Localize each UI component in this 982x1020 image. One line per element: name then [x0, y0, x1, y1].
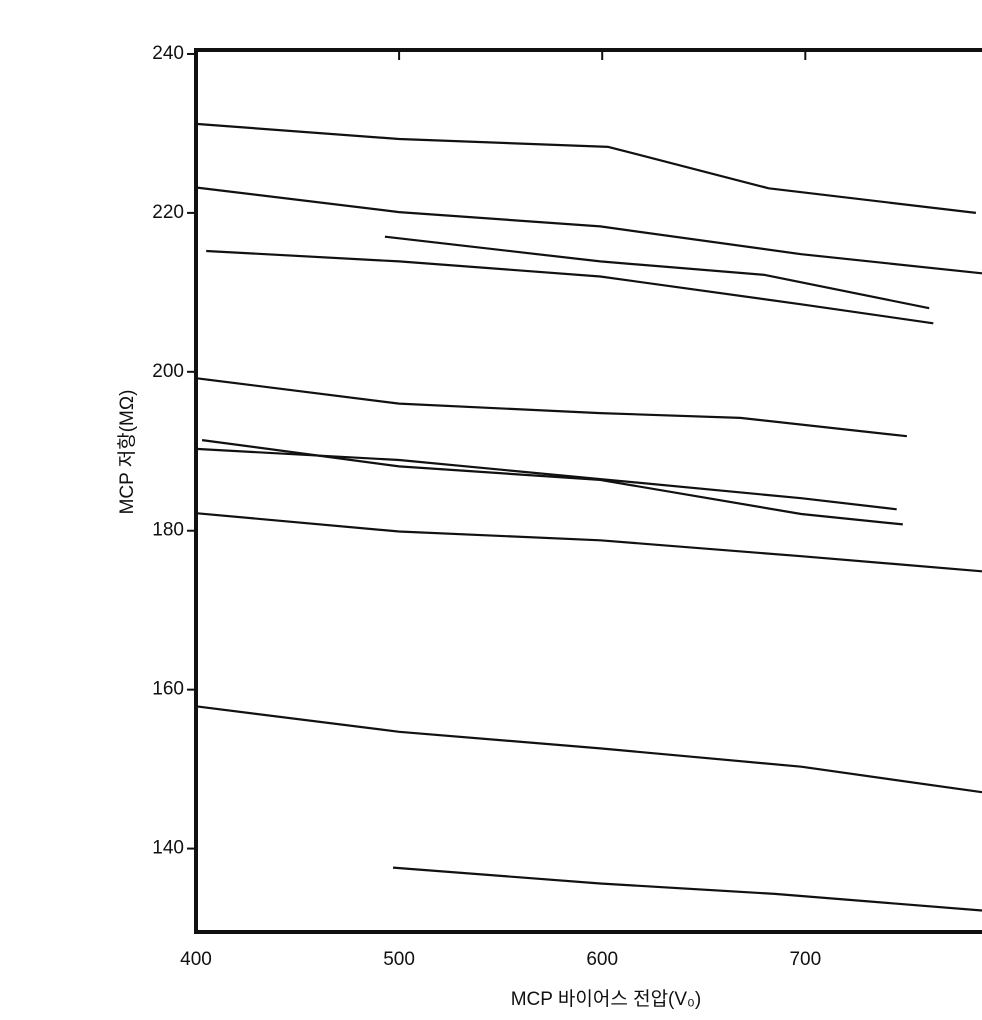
data-line	[195, 377, 908, 438]
data-line	[384, 235, 930, 310]
data-line	[195, 705, 982, 794]
data-line	[195, 512, 982, 573]
y-axis-label: MCP 저항(MΩ)	[116, 390, 138, 515]
x-tick-label: 400	[180, 949, 212, 970]
data-line	[195, 186, 982, 275]
data-line	[195, 122, 977, 214]
data-line	[206, 249, 934, 325]
y-tick-label: 200	[152, 361, 184, 382]
x-axis-label: MCP 바이어스 전압(V₀)	[511, 988, 702, 1010]
y-tick-label: 160	[152, 679, 184, 700]
y-tick-label: 240	[152, 43, 184, 64]
y-tick-label: 180	[152, 520, 184, 541]
x-tick-label: 700	[789, 949, 821, 970]
x-tick-label: 600	[586, 949, 618, 970]
y-tick-label: 220	[152, 202, 184, 223]
y-tick-label: 140	[152, 838, 184, 859]
data-line	[392, 866, 982, 912]
data-line	[201, 439, 903, 526]
data-line	[195, 447, 897, 511]
x-tick-label: 500	[383, 949, 415, 970]
